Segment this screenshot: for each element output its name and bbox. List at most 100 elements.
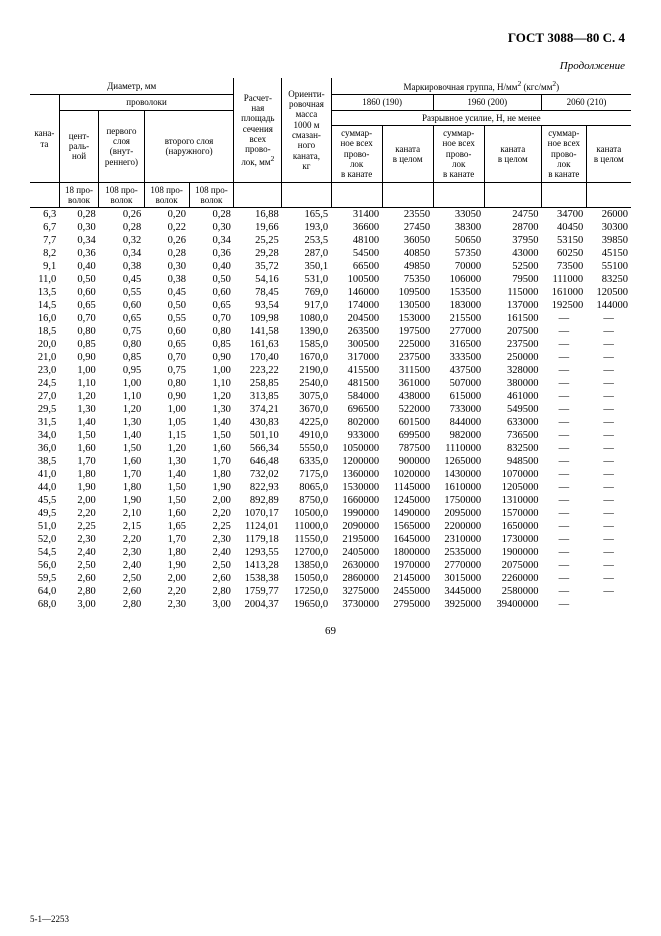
table-cell: — bbox=[586, 468, 631, 481]
table-cell: — bbox=[541, 338, 586, 351]
table-cell: 802000 bbox=[331, 416, 382, 429]
table-cell: 11000,0 bbox=[282, 520, 331, 533]
hdr-e5 bbox=[382, 182, 433, 208]
table-cell: 1293,55 bbox=[234, 546, 282, 559]
table-row: 14,50,650,600,500,6593,54917,01740001305… bbox=[30, 299, 631, 312]
table-cell: 1265000 bbox=[433, 455, 484, 468]
table-cell: 55100 bbox=[586, 260, 631, 273]
table-cell: 193,0 bbox=[282, 221, 331, 234]
table-cell: — bbox=[541, 507, 586, 520]
hdr-e3 bbox=[282, 182, 331, 208]
table-cell: 1565000 bbox=[382, 520, 433, 533]
hdr-whole1: каната в целом bbox=[382, 126, 433, 183]
table-cell: 207500 bbox=[484, 325, 541, 338]
table-cell: 1,15 bbox=[144, 429, 189, 442]
table-cell: 2,40 bbox=[59, 546, 98, 559]
table-cell: 192500 bbox=[541, 299, 586, 312]
table-cell: 699500 bbox=[382, 429, 433, 442]
hdr-w18: 18 про- волок bbox=[59, 182, 98, 208]
table-cell: 75350 bbox=[382, 273, 433, 286]
table-cell: 6,7 bbox=[30, 221, 59, 234]
table-cell: 1800000 bbox=[382, 546, 433, 559]
table-cell: 2,80 bbox=[59, 585, 98, 598]
table-cell: 0,26 bbox=[144, 234, 189, 247]
table-cell: 2195000 bbox=[331, 533, 382, 546]
table-row: 6,30,280,260,200,2816,88165,531400235503… bbox=[30, 208, 631, 222]
table-cell: 0,65 bbox=[144, 338, 189, 351]
table-cell: 1050000 bbox=[331, 442, 382, 455]
table-cell: 225000 bbox=[382, 338, 433, 351]
table-cell: — bbox=[586, 533, 631, 546]
table-cell: 2075000 bbox=[484, 559, 541, 572]
table-cell: 44,0 bbox=[30, 481, 59, 494]
table-cell: 1,30 bbox=[144, 455, 189, 468]
table-cell: — bbox=[541, 481, 586, 494]
table-row: 56,02,502,401,902,501413,2813850,0263000… bbox=[30, 559, 631, 572]
table-cell: — bbox=[586, 325, 631, 338]
table-cell: 3,00 bbox=[59, 598, 98, 611]
table-cell: 237500 bbox=[382, 351, 433, 364]
table-cell: 106000 bbox=[433, 273, 484, 286]
table-cell: 0,45 bbox=[144, 286, 189, 299]
table-cell: 0,70 bbox=[189, 312, 234, 325]
table-cell: — bbox=[586, 390, 631, 403]
table-cell: 313,85 bbox=[234, 390, 282, 403]
table-row: 24,51,101,000,801,10258,852540,048150036… bbox=[30, 377, 631, 390]
table-cell: 1390,0 bbox=[282, 325, 331, 338]
table-cell: 31,5 bbox=[30, 416, 59, 429]
table-cell: 2,80 bbox=[99, 598, 144, 611]
table-cell: 48100 bbox=[331, 234, 382, 247]
table-cell: 0,30 bbox=[144, 260, 189, 273]
table-cell: 197500 bbox=[382, 325, 433, 338]
table-cell: 0,50 bbox=[144, 299, 189, 312]
table-cell: 3,00 bbox=[189, 598, 234, 611]
table-cell: 380000 bbox=[484, 377, 541, 390]
table-cell: 0,50 bbox=[189, 273, 234, 286]
table-cell: 507000 bbox=[433, 377, 484, 390]
table-cell: 769,0 bbox=[282, 286, 331, 299]
table-cell: — bbox=[541, 559, 586, 572]
table-cell: 0,80 bbox=[99, 338, 144, 351]
table-cell: 1,30 bbox=[59, 403, 98, 416]
table-cell: — bbox=[586, 507, 631, 520]
table-cell: 0,60 bbox=[59, 286, 98, 299]
table-row: 29,51,301,201,001,30374,213670,069650052… bbox=[30, 403, 631, 416]
table-cell: 1,30 bbox=[189, 403, 234, 416]
table-cell: — bbox=[541, 351, 586, 364]
table-cell: 832500 bbox=[484, 442, 541, 455]
table-cell: 2,50 bbox=[59, 559, 98, 572]
table-cell: 2580000 bbox=[484, 585, 541, 598]
table-cell: — bbox=[586, 429, 631, 442]
table-cell: 300500 bbox=[331, 338, 382, 351]
table-cell: 29,28 bbox=[234, 247, 282, 260]
data-table: Диаметр, мм Расчет- ная площадь сечения … bbox=[30, 78, 631, 611]
table-cell: 120500 bbox=[586, 286, 631, 299]
table-cell: — bbox=[541, 520, 586, 533]
hdr-sum3: суммар- ное всех прово- лок в канате bbox=[541, 126, 586, 183]
table-cell: 1,10 bbox=[189, 377, 234, 390]
table-cell: 0,38 bbox=[99, 260, 144, 273]
table-row: 11,00,500,450,380,5054,16531,01005007535… bbox=[30, 273, 631, 286]
table-cell: 8750,0 bbox=[282, 494, 331, 507]
table-cell: 1,70 bbox=[99, 468, 144, 481]
table-cell: 54500 bbox=[331, 247, 382, 260]
table-cell: 0,90 bbox=[189, 351, 234, 364]
table-row: 9,10,400,380,300,4035,72350,166500498507… bbox=[30, 260, 631, 273]
table-cell: 8,2 bbox=[30, 247, 59, 260]
table-cell: 2,00 bbox=[59, 494, 98, 507]
table-cell: 1205000 bbox=[484, 481, 541, 494]
table-cell: 2,20 bbox=[59, 507, 98, 520]
table-cell: 1530000 bbox=[331, 481, 382, 494]
table-cell: 223,22 bbox=[234, 364, 282, 377]
table-cell: 1610000 bbox=[433, 481, 484, 494]
table-cell: 2,60 bbox=[189, 572, 234, 585]
table-cell: 1070000 bbox=[484, 468, 541, 481]
table-cell: 0,36 bbox=[189, 247, 234, 260]
table-cell: 1,65 bbox=[144, 520, 189, 533]
table-cell: 0,70 bbox=[144, 351, 189, 364]
table-cell: 2310000 bbox=[433, 533, 484, 546]
table-cell: 1,00 bbox=[59, 364, 98, 377]
hdr-central: цент- раль- ной bbox=[59, 110, 98, 182]
hdr-whole2: каната в целом bbox=[484, 126, 541, 183]
hdr-w108a: 108 про- волок bbox=[99, 182, 144, 208]
